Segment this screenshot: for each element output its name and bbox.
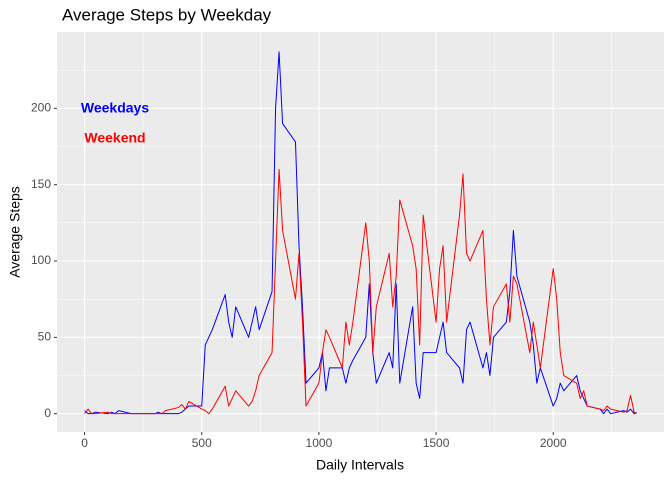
x-tick-label: 500: [192, 436, 212, 450]
x-axis-title: Daily Intervals: [316, 457, 404, 473]
y-tick-label: 200: [31, 101, 51, 115]
x-tick-label: 1500: [423, 436, 450, 450]
y-tick-label: 100: [31, 253, 51, 267]
y-axis-title: Average Steps: [7, 186, 23, 278]
legend-label: Weekend: [84, 130, 145, 146]
line-series: [84, 168, 637, 415]
legend-label: Weekdays: [81, 100, 149, 116]
y-tick-label: 150: [31, 177, 51, 191]
y-tick-label: 0: [44, 406, 51, 420]
x-tick-label: 2000: [540, 436, 567, 450]
chart-title: Average Steps by Weekday: [62, 5, 272, 24]
plot-panel: [57, 32, 664, 432]
x-tick-label: 1000: [306, 436, 333, 450]
x-tick-label: 0: [81, 436, 88, 450]
y-tick-label: 50: [38, 330, 52, 344]
line-series: [84, 51, 637, 415]
